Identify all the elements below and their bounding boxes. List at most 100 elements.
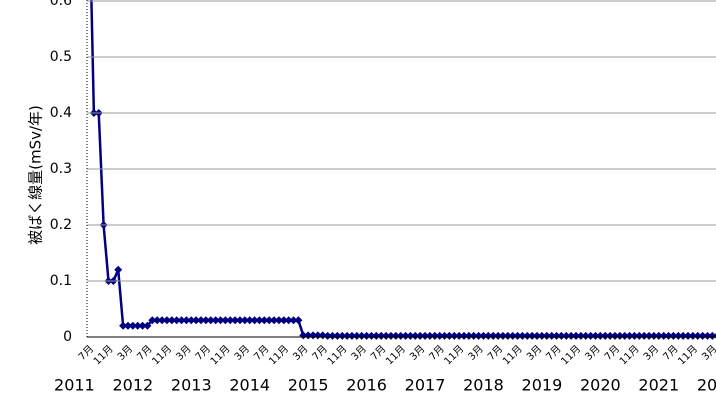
y-tick-label: 0.4: [50, 105, 72, 121]
x-tick-label: 3月: [232, 343, 252, 363]
x-tick-label: 3月: [466, 343, 486, 363]
data-point: [693, 331, 702, 340]
y-tick-label: 0.2: [50, 217, 72, 233]
data-point: [119, 321, 128, 330]
data-point: [343, 331, 352, 340]
data-point: [274, 316, 283, 325]
data-point: [503, 331, 512, 340]
data-point: [552, 331, 561, 340]
data-point: [406, 331, 415, 340]
y-tick-label: 0.5: [50, 49, 72, 65]
data-point: [591, 331, 600, 340]
data-point: [114, 265, 123, 274]
data-point: [572, 331, 580, 340]
data-point: [377, 331, 386, 340]
data-point: [635, 331, 644, 340]
data-point: [688, 331, 697, 340]
year-label: 2021: [638, 376, 679, 395]
data-point: [537, 331, 546, 340]
data-point: [411, 331, 420, 340]
data-point: [401, 331, 410, 340]
y-tick-label: 0.3: [50, 161, 72, 177]
data-point: [167, 316, 176, 325]
data-point: [533, 331, 542, 340]
data-point: [625, 331, 634, 340]
data-point: [562, 331, 571, 340]
data-line: [90, 0, 716, 338]
data-point: [128, 321, 137, 330]
data-point: [153, 316, 162, 325]
data-point: [206, 316, 215, 325]
data-point: [245, 316, 254, 325]
data-point: [674, 331, 683, 340]
data-point: [396, 331, 405, 340]
data-point: [664, 331, 673, 340]
x-tick-label: 11月: [383, 343, 408, 368]
data-point: [255, 316, 264, 325]
data-point: [279, 316, 288, 325]
data-point: [294, 316, 303, 325]
data-point: [606, 331, 615, 340]
data-point: [357, 331, 366, 340]
data-point: [464, 331, 473, 340]
data-point: [654, 331, 663, 340]
year-label: 2022: [697, 376, 716, 395]
data-point: [445, 331, 454, 340]
data-point: [372, 331, 381, 340]
y-tick-label: 0.6: [50, 0, 72, 9]
x-tick-label: 11月: [91, 343, 116, 368]
data-point: [479, 331, 488, 340]
year-label: 2015: [288, 376, 329, 395]
data-point: [494, 331, 503, 340]
data-point: [284, 316, 293, 325]
data-point: [649, 331, 658, 340]
data-point: [547, 331, 556, 340]
data-point: [450, 331, 459, 340]
x-tick-label: 3月: [700, 343, 716, 363]
data-point: [221, 316, 230, 325]
data-point: [172, 316, 181, 325]
data-point: [474, 331, 483, 340]
data-point: [513, 331, 522, 340]
data-point: [226, 316, 235, 325]
data-point: [289, 316, 298, 325]
data-point: [235, 316, 244, 325]
x-tick-label: 3月: [583, 343, 603, 363]
data-point: [610, 331, 619, 340]
x-tick-label: 3月: [174, 343, 194, 363]
data-point: [523, 331, 532, 340]
year-label: 2019: [522, 376, 563, 395]
data-point: [620, 331, 629, 340]
data-point: [581, 331, 590, 340]
data-point: [270, 316, 279, 325]
data-point: [542, 331, 551, 340]
data-point: [615, 331, 624, 340]
data-point: [645, 331, 654, 340]
data-point: [698, 331, 707, 340]
data-point: [192, 316, 201, 325]
x-tick-label: 3月: [524, 343, 544, 363]
data-point: [425, 331, 434, 340]
y-axis-label: 被ばく線量(mSv/年): [27, 105, 45, 245]
data-point: [630, 331, 639, 340]
year-label: 2017: [405, 376, 446, 395]
x-tick-label: 11月: [442, 343, 467, 368]
data-point: [328, 331, 337, 340]
data-point: [201, 316, 210, 325]
x-tick-label: 11月: [266, 343, 291, 368]
data-point: [158, 316, 167, 325]
data-point: [498, 331, 507, 340]
data-point: [347, 331, 356, 340]
data-point: [703, 331, 712, 340]
data-point: [187, 316, 196, 325]
data-point: [260, 316, 269, 325]
year-label: 2020: [580, 376, 621, 395]
data-point: [133, 321, 142, 330]
data-point: [177, 316, 186, 325]
data-point: [338, 331, 347, 340]
data-point: [162, 316, 171, 325]
y-tick-label: 0.1: [50, 273, 72, 289]
data-point: [484, 331, 493, 340]
year-label: 2014: [229, 376, 270, 395]
